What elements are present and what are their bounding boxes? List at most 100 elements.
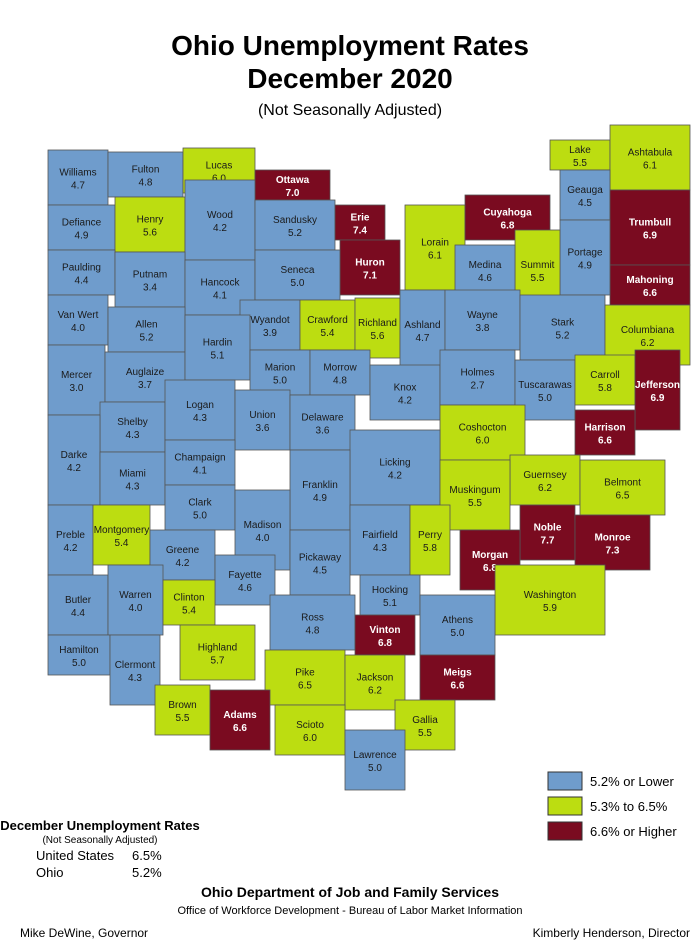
county-rate: 6.6 [643, 288, 657, 299]
county-rate: 4.2 [388, 471, 402, 482]
county [47, 504, 94, 576]
county-name: Scioto [296, 720, 324, 731]
agency: Ohio Department of Job and Family Servic… [201, 884, 499, 900]
county [92, 504, 151, 566]
county-rate: 5.0 [368, 763, 382, 774]
county-rate: 4.7 [416, 333, 430, 344]
county-name: Stark [551, 318, 575, 329]
county [164, 484, 236, 531]
county-rate: 4.1 [213, 291, 227, 302]
county-rate: 5.0 [451, 628, 465, 639]
county [264, 649, 346, 706]
county-rate: 4.2 [64, 543, 78, 554]
county [214, 554, 276, 606]
county [254, 249, 341, 301]
county-name: Shelby [117, 417, 148, 428]
legend-label: 5.3% to 6.5% [590, 799, 668, 814]
county [609, 189, 691, 266]
county [47, 149, 109, 206]
county-name: Mahoning [626, 275, 673, 286]
county-name: Washington [524, 590, 576, 601]
county-name: Preble [56, 530, 85, 541]
county-rate: 5.1 [211, 351, 225, 362]
county-name: Hardin [203, 338, 232, 349]
county-name: Hancock [201, 278, 241, 289]
county-name: Williams [59, 168, 96, 179]
county [409, 504, 451, 576]
county-rate: 6.9 [643, 231, 657, 242]
county-rate: 3.0 [70, 383, 84, 394]
county [419, 654, 496, 701]
county-rate: 6.2 [538, 483, 552, 494]
county-name: Defiance [62, 218, 102, 229]
office: Office of Workforce Development - Bureau… [177, 905, 522, 917]
county-rate: 7.4 [353, 226, 367, 237]
county-name: Sandusky [273, 215, 317, 226]
county-rate: 4.6 [238, 583, 252, 594]
county-name: Pickaway [299, 553, 341, 564]
county-name: Ashtabula [628, 148, 673, 159]
county-rate: 3.4 [143, 283, 157, 294]
county-name: Wood [207, 210, 233, 221]
county-rate: 4.5 [578, 198, 592, 209]
county-rate: 4.3 [126, 430, 140, 441]
county [47, 634, 111, 676]
county-name: Logan [186, 400, 214, 411]
county [609, 124, 691, 191]
county-name: Vinton [370, 625, 401, 636]
county [369, 364, 441, 421]
county-rate: 7.0 [286, 188, 300, 199]
county-rate: 6.9 [651, 393, 665, 404]
county-name: Richland [358, 318, 397, 329]
county-name: Fairfield [362, 530, 398, 541]
county-name: Licking [379, 458, 410, 469]
county-name: Miami [119, 469, 146, 480]
county-rate: 5.2 [288, 228, 302, 239]
county-rate: 6.6 [598, 436, 612, 447]
county-name: Mercer [61, 370, 93, 381]
county-rate: 4.0 [256, 533, 270, 544]
county-rate: 6.1 [428, 251, 442, 262]
county-rate: 5.8 [423, 543, 437, 554]
county-name: Carroll [590, 370, 619, 381]
county-name: Montgomery [94, 525, 150, 536]
county-name: Van Wert [58, 310, 99, 321]
county [107, 306, 186, 353]
county [574, 409, 636, 456]
summary-label: Ohio [36, 865, 63, 880]
county-name: Athens [442, 615, 473, 626]
county-name: Clermont [115, 660, 156, 671]
county-name: Crawford [307, 315, 348, 326]
county-rate: 4.4 [71, 608, 85, 619]
legend-label: 6.6% or Higher [590, 824, 677, 839]
county-rate: 5.4 [115, 538, 129, 549]
county-name: Cuyahoga [483, 208, 532, 219]
county-name: Holmes [461, 368, 495, 379]
county-rate: 3.9 [263, 328, 277, 339]
legend-swatch [547, 821, 583, 841]
county-name: Jackson [357, 673, 394, 684]
county [47, 294, 109, 346]
summary-value: 5.2% [132, 865, 162, 880]
county-rate: 5.5 [176, 713, 190, 724]
summary-label: United States [36, 848, 115, 863]
county-rate: 6.6 [451, 681, 465, 692]
county-name: Henry [137, 215, 164, 226]
county [519, 294, 606, 361]
county-rate: 5.9 [543, 603, 557, 614]
county-name: Morrow [323, 363, 357, 374]
subtitle: (Not Seasonally Adjusted) [258, 102, 442, 119]
legend-swatch [547, 796, 583, 816]
county-rate: 6.5 [298, 681, 312, 692]
county-rate: 4.9 [578, 261, 592, 272]
county-name: Warren [119, 590, 151, 601]
county-rate: 4.0 [129, 603, 143, 614]
county-rate: 4.5 [313, 566, 327, 577]
county-name: Clark [188, 498, 212, 509]
county-rate: 6.8 [501, 221, 515, 232]
county-name: Belmont [604, 478, 641, 489]
county-rate: 5.5 [573, 158, 587, 169]
county-rate: 6.8 [483, 563, 497, 574]
county-rate: 6.0 [303, 733, 317, 744]
